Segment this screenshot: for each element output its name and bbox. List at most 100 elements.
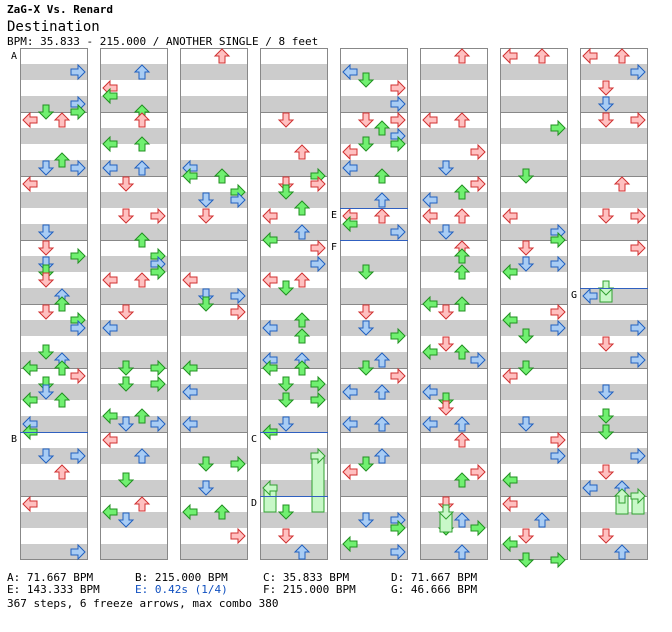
beat-stripe [420, 256, 488, 272]
beat-stripe [20, 480, 88, 496]
beat-stripe [20, 384, 88, 400]
freeze-arrow-head [437, 504, 455, 520]
column-border [340, 48, 408, 560]
down-arrow [37, 160, 55, 176]
beat-stripe [100, 384, 168, 400]
left-arrow [182, 415, 198, 433]
beat-stripe [420, 384, 488, 400]
down-arrow [277, 280, 295, 296]
bpm-marker-a: A [11, 51, 17, 62]
beat-stripe [180, 448, 248, 464]
beat-stripe [20, 448, 88, 464]
column-border [260, 48, 328, 560]
beat-stripe [20, 64, 88, 80]
beat-stripe [20, 256, 88, 272]
left-arrow [342, 159, 358, 177]
chart-column [260, 48, 328, 560]
down-arrow [597, 96, 615, 112]
beat-stripe [580, 480, 648, 496]
up-arrow [533, 48, 551, 64]
beat-stripe [20, 224, 88, 240]
right-arrow [630, 319, 646, 337]
beat-stripe [100, 96, 168, 112]
beat-stripe [500, 288, 568, 304]
right-arrow [630, 447, 646, 465]
left-arrow [22, 359, 38, 377]
beat-stripe [340, 384, 408, 400]
down-arrow [37, 240, 55, 256]
up-arrow [293, 312, 311, 328]
beat-stripe [260, 192, 328, 208]
beat-stripe [500, 64, 568, 80]
up-arrow [133, 112, 151, 128]
right-arrow [390, 95, 406, 113]
right-arrow [230, 303, 246, 321]
down-arrow [597, 208, 615, 224]
left-arrow [262, 271, 278, 289]
beat-stripe [500, 128, 568, 144]
beat-stripe [340, 320, 408, 336]
up-arrow [53, 152, 71, 168]
left-arrow [422, 295, 438, 313]
beat-stripe [420, 96, 488, 112]
left-arrow [342, 415, 358, 433]
up-arrow [213, 168, 231, 184]
up-arrow [373, 416, 391, 432]
beat-stripe [500, 512, 568, 528]
up-arrow [133, 408, 151, 424]
down-arrow [357, 264, 375, 280]
down-arrow [437, 224, 455, 240]
left-arrow [102, 135, 118, 153]
left-arrow [22, 495, 38, 513]
down-arrow [277, 112, 295, 128]
left-arrow [342, 63, 358, 81]
up-arrow [213, 504, 231, 520]
left-arrow [102, 431, 118, 449]
right-arrow [550, 255, 566, 273]
beat-stripe [260, 416, 328, 432]
down-arrow [357, 112, 375, 128]
beat-stripe [20, 192, 88, 208]
down-arrow [597, 528, 615, 544]
beat-stripe [580, 128, 648, 144]
column-border [20, 48, 88, 560]
right-arrow [630, 207, 646, 225]
beat-stripe [420, 224, 488, 240]
up-arrow [453, 48, 471, 64]
chart-column [340, 48, 408, 560]
down-arrow [517, 416, 535, 432]
up-arrow [293, 360, 311, 376]
beat-stripe [100, 160, 168, 176]
beat-stripe [20, 352, 88, 368]
beat-stripe [580, 544, 648, 560]
right-arrow [390, 135, 406, 153]
beat-stripe [260, 320, 328, 336]
down-arrow [37, 304, 55, 320]
beat-stripe [20, 416, 88, 432]
right-arrow [150, 415, 166, 433]
chart-title: ZaG-X Vs. Renard [7, 3, 113, 16]
bpm-marker-e: E [331, 210, 337, 221]
up-arrow [53, 112, 71, 128]
beat-stripe [340, 448, 408, 464]
down-arrow [197, 296, 215, 312]
up-arrow [133, 448, 151, 464]
left-arrow [342, 463, 358, 481]
beat-stripe [180, 192, 248, 208]
up-arrow [373, 384, 391, 400]
beat-stripe [500, 320, 568, 336]
beat-stripe [420, 192, 488, 208]
beat-stripe [260, 448, 328, 464]
beat-stripe [500, 224, 568, 240]
up-arrow [373, 448, 391, 464]
down-arrow [517, 240, 535, 256]
beat-stripe [580, 448, 648, 464]
right-arrow [630, 351, 646, 369]
chart-column [180, 48, 248, 560]
up-arrow [453, 208, 471, 224]
right-arrow [550, 119, 566, 137]
beat-stripe [180, 64, 248, 80]
down-arrow [117, 304, 135, 320]
up-arrow [53, 360, 71, 376]
